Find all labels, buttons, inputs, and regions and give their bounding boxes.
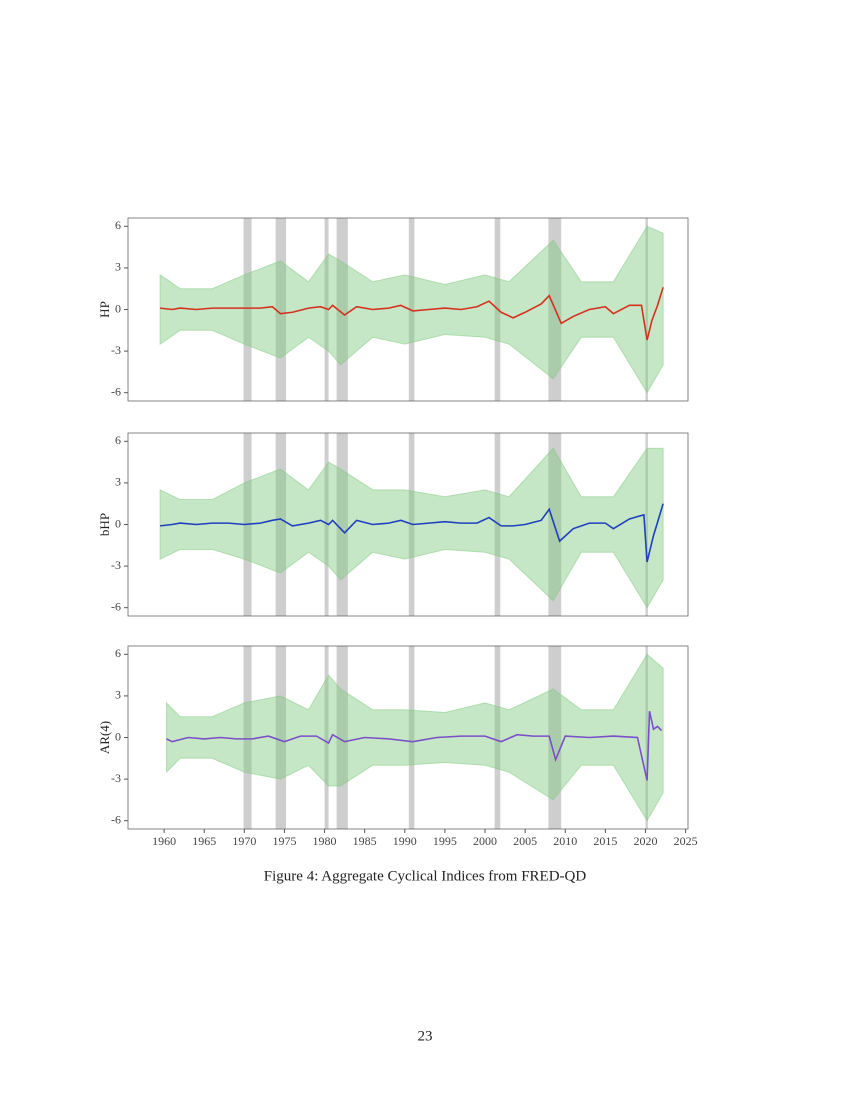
- y-tick-label: 6: [115, 218, 121, 232]
- x-tick-label: 1995: [433, 834, 457, 848]
- y-tick-label: -6: [111, 812, 121, 826]
- y-tick-label: -6: [111, 599, 121, 613]
- x-tick-label: 1980: [313, 834, 337, 848]
- x-tick-label: 1985: [353, 834, 377, 848]
- recession-shading: [243, 646, 252, 829]
- y-tick-label: 3: [115, 688, 121, 702]
- x-tick-label: 1970: [232, 834, 256, 848]
- x-tick-label: 2025: [674, 834, 698, 848]
- index-line: [160, 503, 664, 563]
- x-tick-label: 2015: [593, 834, 617, 848]
- y-tick-label: -3: [111, 771, 121, 785]
- x-tick-label: 2020: [633, 834, 657, 848]
- index-line: [160, 287, 664, 341]
- recession-shading: [275, 218, 287, 401]
- dispersion-band: [159, 447, 664, 609]
- plot-frame: [127, 217, 689, 402]
- y-tick-label: -3: [111, 558, 121, 572]
- recession-shading: [324, 433, 329, 616]
- recession-shading: [243, 218, 252, 401]
- y-tick-label: 0: [115, 516, 121, 530]
- x-tick-label: 1990: [393, 834, 417, 848]
- page-number: 23: [418, 1028, 433, 1044]
- x-tick-label: 2010: [553, 834, 577, 848]
- y-tick-label: 0: [115, 729, 121, 743]
- y-axis-label: HP: [97, 301, 112, 318]
- y-tick-label: 6: [115, 646, 121, 660]
- y-tick-label: 3: [115, 260, 121, 274]
- y-tick-label: 0: [115, 301, 121, 315]
- recession-shading: [408, 646, 415, 829]
- recession-shading: [645, 433, 648, 616]
- recession-shading: [336, 646, 348, 829]
- figure-caption: Figure 4: Aggregate Cyclical Indices fro…: [264, 868, 587, 884]
- y-tick-label: -6: [111, 384, 121, 398]
- y-tick-label: 6: [115, 433, 121, 447]
- recession-shading: [645, 646, 648, 829]
- recession-shading: [645, 218, 648, 401]
- dispersion-band: [166, 653, 664, 822]
- x-tick-label: 2000: [473, 834, 497, 848]
- recession-shading: [275, 646, 287, 829]
- x-tick-label: 1960: [152, 834, 176, 848]
- y-tick-label: 3: [115, 475, 121, 489]
- recession-shading: [336, 218, 348, 401]
- recession-shading: [494, 433, 501, 616]
- recession-shading: [336, 433, 348, 616]
- index-line: [166, 710, 663, 781]
- y-axis-label: bHP: [97, 513, 112, 536]
- x-tick-label: 2005: [513, 834, 537, 848]
- y-axis-label: AR(4): [97, 721, 112, 754]
- plot-frame: [127, 645, 689, 830]
- x-tick-label: 1975: [272, 834, 296, 848]
- recession-shading: [494, 646, 501, 829]
- recession-shading: [275, 433, 287, 616]
- x-tick-label: 1965: [192, 834, 216, 848]
- plot-frame: [127, 432, 689, 617]
- y-tick-label: -3: [111, 343, 121, 357]
- recession-shading: [324, 646, 329, 829]
- recession-shading: [548, 646, 562, 829]
